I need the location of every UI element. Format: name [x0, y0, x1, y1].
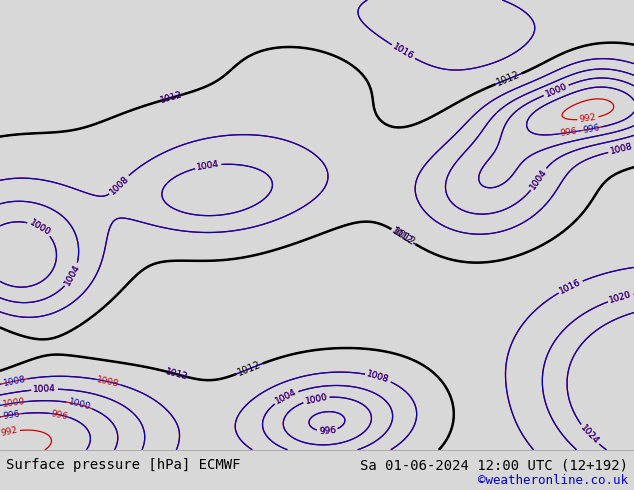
- Text: 1012: 1012: [390, 226, 414, 245]
- Text: 992: 992: [579, 113, 597, 124]
- Text: 1004: 1004: [528, 167, 549, 191]
- Text: 1008: 1008: [366, 369, 391, 385]
- Text: 1012: 1012: [495, 70, 522, 88]
- Text: 1004: 1004: [33, 385, 56, 394]
- Text: 1004: 1004: [274, 388, 298, 406]
- Text: 1016: 1016: [558, 277, 583, 296]
- Text: 996: 996: [318, 426, 336, 436]
- Text: 1000: 1000: [27, 218, 52, 237]
- Text: 1012: 1012: [159, 90, 184, 105]
- Text: Surface pressure [hPa] ECMWF: Surface pressure [hPa] ECMWF: [6, 458, 241, 472]
- Text: 992: 992: [0, 426, 19, 439]
- Text: 1012: 1012: [391, 226, 417, 247]
- Text: Sa 01-06-2024 12:00 UTC (12+192): Sa 01-06-2024 12:00 UTC (12+192): [359, 458, 628, 472]
- Text: 996: 996: [318, 426, 336, 436]
- Text: 1008: 1008: [108, 173, 131, 196]
- Text: 1000: 1000: [544, 82, 569, 99]
- Text: 1000: 1000: [544, 82, 569, 99]
- Text: 996: 996: [560, 127, 578, 138]
- Text: ©weatheronline.co.uk: ©weatheronline.co.uk: [477, 474, 628, 487]
- Text: 1024: 1024: [578, 423, 600, 446]
- Text: 1008: 1008: [2, 374, 27, 388]
- Text: 1008: 1008: [609, 142, 633, 156]
- Text: 1012: 1012: [236, 360, 262, 378]
- Text: 1024: 1024: [578, 423, 600, 446]
- Text: 1012: 1012: [159, 90, 184, 105]
- Text: 1004: 1004: [63, 263, 82, 287]
- Text: 1004: 1004: [274, 388, 298, 406]
- Text: 1020: 1020: [609, 290, 633, 305]
- Text: 996: 996: [2, 409, 20, 421]
- Text: 1004: 1004: [196, 160, 220, 172]
- Text: 1008: 1008: [108, 173, 131, 196]
- Text: 1004: 1004: [33, 385, 56, 394]
- Text: 1020: 1020: [609, 290, 633, 305]
- Text: 1012: 1012: [390, 226, 414, 245]
- Text: 1012: 1012: [165, 367, 189, 382]
- Text: 1000: 1000: [304, 392, 328, 406]
- Text: 1000: 1000: [3, 397, 27, 409]
- Text: 1000: 1000: [27, 218, 52, 237]
- Text: 996: 996: [582, 123, 600, 135]
- Text: 1004: 1004: [528, 167, 549, 191]
- Text: 1016: 1016: [558, 277, 583, 296]
- Text: 1008: 1008: [366, 369, 391, 385]
- Text: 1008: 1008: [96, 375, 120, 389]
- Text: 1004: 1004: [63, 263, 82, 287]
- Text: 1012: 1012: [165, 367, 189, 382]
- Text: 1000: 1000: [67, 397, 92, 412]
- Text: 1004: 1004: [196, 160, 220, 172]
- Text: 1008: 1008: [609, 142, 633, 156]
- Text: 1016: 1016: [391, 42, 415, 62]
- Text: 996: 996: [50, 409, 69, 421]
- Text: 1000: 1000: [304, 392, 328, 406]
- Text: 1016: 1016: [391, 42, 415, 62]
